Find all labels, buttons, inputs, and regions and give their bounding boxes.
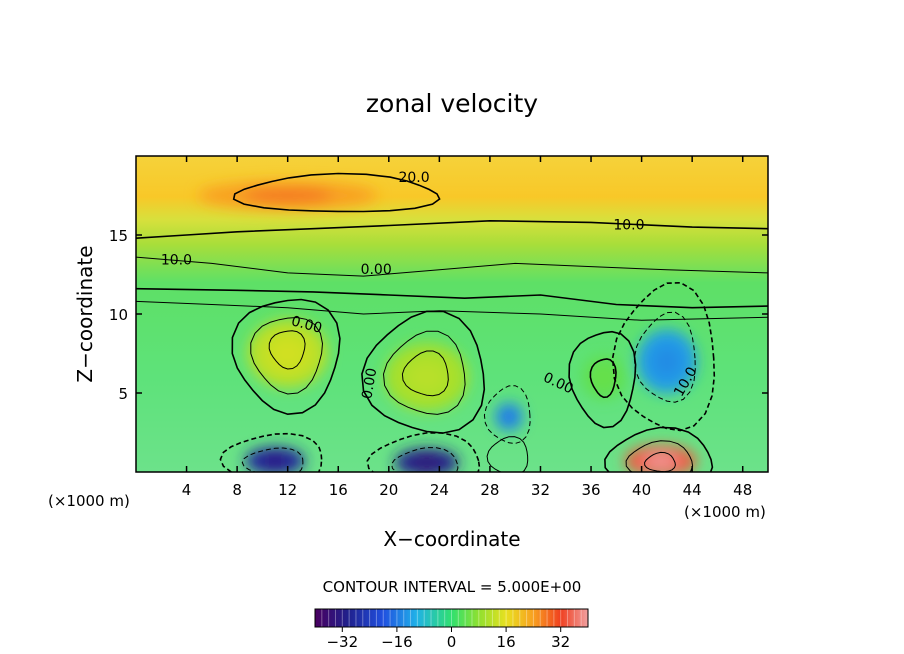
contour-line bbox=[136, 287, 768, 309]
chart-title: zonal velocity bbox=[366, 89, 538, 118]
field-feature-core bbox=[242, 188, 333, 203]
contour-line bbox=[361, 310, 486, 434]
plot-area: 20.010.010.00.000.000.00 0.00 10.0 bbox=[136, 156, 768, 472]
field-feature-core bbox=[267, 336, 308, 371]
contour-line bbox=[644, 451, 676, 472]
contour-line bbox=[366, 432, 481, 472]
contour-label: 10.0 bbox=[613, 218, 644, 234]
y-axis-ticks: 5 10 15 bbox=[109, 227, 768, 403]
contour-label: 0.00 bbox=[361, 262, 392, 278]
y-tick-label: 5 bbox=[118, 385, 128, 403]
colorbar-tick-label: −32 bbox=[326, 633, 358, 651]
x-tick-label: 8 bbox=[232, 481, 242, 499]
contour-line bbox=[241, 447, 304, 472]
contour-line bbox=[633, 311, 696, 403]
x-tick-label: 28 bbox=[480, 481, 499, 499]
contour-line bbox=[268, 330, 306, 370]
contour-line bbox=[136, 256, 768, 277]
x-tick-label: 4 bbox=[182, 481, 192, 499]
colorbar-stripes bbox=[314, 609, 589, 627]
contour-label: 0.00 bbox=[290, 313, 324, 337]
field-feature-core bbox=[501, 409, 516, 424]
colorbar-tick-label: 0 bbox=[447, 633, 457, 651]
x-axis-ticks: 4 8 12 16 20 24 28 32 36 40 44 48 bbox=[182, 156, 752, 499]
contour-label: 10.0 bbox=[161, 252, 192, 268]
x-tick-label: 36 bbox=[581, 481, 600, 499]
colorbar-tick-label: 32 bbox=[551, 633, 570, 651]
field-feature-core bbox=[260, 453, 291, 468]
contour-label: 0.00 bbox=[359, 367, 380, 400]
contour-interval-label: CONTOUR INTERVAL = 5.000E+00 bbox=[323, 578, 582, 596]
contour-line bbox=[604, 426, 714, 472]
x-tick-label: 16 bbox=[329, 481, 348, 499]
x-tick-label: 32 bbox=[531, 481, 550, 499]
x-unit-right: (×1000 m) bbox=[684, 503, 766, 521]
colorbar-tick-label: −16 bbox=[381, 633, 413, 651]
contour-line bbox=[589, 358, 617, 399]
colorbar-gradient bbox=[315, 609, 588, 627]
colorbar-tick-label: 16 bbox=[497, 633, 516, 651]
contour-line bbox=[219, 432, 323, 472]
contour-line bbox=[250, 316, 324, 395]
x-unit-left: (×1000 m) bbox=[48, 492, 130, 510]
x-tick-label: 40 bbox=[632, 481, 651, 499]
field-feature-core bbox=[410, 455, 443, 470]
x-tick-label: 44 bbox=[683, 481, 702, 499]
field-feature-core bbox=[405, 360, 448, 395]
contour-line bbox=[611, 281, 716, 432]
contour-line bbox=[382, 330, 466, 415]
x-tick-label: 48 bbox=[733, 481, 752, 499]
contour-line bbox=[568, 330, 637, 429]
field-feature-core bbox=[651, 345, 682, 378]
field-background bbox=[136, 156, 768, 472]
contour-line bbox=[625, 440, 694, 472]
x-tick-label: 20 bbox=[379, 481, 398, 499]
contour-lines bbox=[136, 172, 768, 472]
x-axis-label: X−coordinate bbox=[383, 527, 520, 551]
contour-line bbox=[401, 350, 449, 397]
contour-line bbox=[136, 300, 768, 321]
x-tick-label: 24 bbox=[430, 481, 449, 499]
y-tick-label: 10 bbox=[109, 306, 128, 324]
contour-line bbox=[486, 436, 529, 472]
contour-line bbox=[483, 385, 531, 445]
field-feature-core bbox=[592, 366, 615, 389]
colorbar-ticks: −32 −16 0 16 32 bbox=[326, 627, 570, 651]
colorbar: −32 −16 0 16 32 bbox=[314, 608, 589, 651]
field-feature-core bbox=[642, 452, 679, 469]
y-tick-label: 15 bbox=[109, 227, 128, 245]
x-tick-label: 12 bbox=[278, 481, 297, 499]
contour-label: 20.0 bbox=[398, 170, 429, 186]
velocity-field bbox=[197, 181, 697, 472]
contour-line bbox=[391, 447, 459, 472]
y-axis-label: Z−coordinate bbox=[73, 245, 97, 382]
contour-line bbox=[232, 172, 441, 213]
contour-line bbox=[231, 298, 341, 416]
contour-line bbox=[136, 219, 768, 239]
